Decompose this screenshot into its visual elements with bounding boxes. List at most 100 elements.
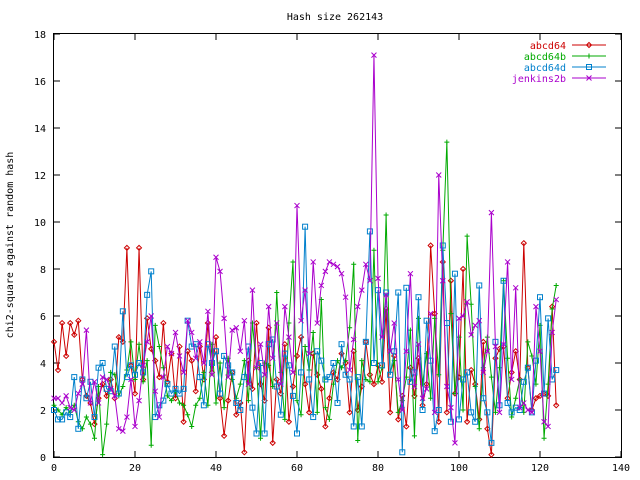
- data-point-abcd64b: [104, 421, 110, 427]
- data-point-jenkins2b: [443, 383, 450, 390]
- data-point-abcd64d: [314, 348, 321, 355]
- data-point-abcd64d: [464, 369, 471, 376]
- data-point-abcd64: [156, 373, 163, 381]
- data-point-jenkins2b: [371, 52, 377, 59]
- data-point-jenkins2b: [200, 360, 207, 366]
- data-point-jenkins2b: [132, 423, 138, 430]
- data-point-abcd64: [318, 385, 325, 393]
- data-point-abcd64d: [520, 378, 527, 385]
- data-point-abcd64: [103, 392, 110, 400]
- data-point-jenkins2b: [395, 376, 402, 383]
- legend-marker: [586, 53, 592, 59]
- data-point-abcd64b: [314, 409, 320, 415]
- data-point-abcd64: [322, 423, 329, 430]
- data-point-abcd64d: [95, 364, 102, 371]
- data-point-abcd64b: [112, 372, 118, 378]
- data-point-jenkins2b: [176, 353, 183, 359]
- data-point-abcd64d: [306, 376, 313, 383]
- data-point-abcd64b: [464, 233, 470, 239]
- data-point-jenkins2b: [500, 341, 507, 348]
- data-point-abcd64: [370, 380, 378, 388]
- data-point-jenkins2b: [205, 308, 211, 315]
- data-point-jenkins2b: [375, 275, 381, 282]
- data-point-abcd64d: [111, 343, 118, 350]
- data-point-abcd64b: [132, 376, 138, 382]
- data-point-abcd64: [520, 239, 528, 247]
- data-point-abcd64d: [233, 399, 240, 406]
- data-point-jenkins2b: [91, 378, 98, 385]
- y-tick-label: 8: [40, 265, 46, 276]
- data-point-abcd64d: [253, 430, 260, 437]
- data-point-abcd64b: [177, 400, 183, 406]
- data-point-jenkins2b: [67, 404, 74, 411]
- data-point-jenkins2b: [160, 374, 167, 380]
- data-point-abcd64d: [298, 369, 305, 376]
- data-point-jenkins2b: [217, 268, 223, 275]
- x-tick-label: 120: [531, 463, 549, 474]
- y-tick-label: 4: [40, 359, 46, 370]
- data-point-abcd64d: [346, 376, 353, 383]
- data-point-abcd64d: [545, 315, 552, 322]
- data-point-abcd64d: [456, 416, 462, 423]
- data-point-abcd64b: [120, 384, 126, 389]
- data-point-abcd64: [447, 277, 455, 284]
- data-point-abcd64b: [92, 435, 97, 441]
- data-point-jenkins2b: [529, 409, 535, 416]
- data-point-jenkins2b: [290, 369, 296, 376]
- data-point-abcd64d: [71, 374, 78, 381]
- data-point-jenkins2b: [63, 393, 70, 399]
- data-point-abcd64b: [213, 400, 219, 406]
- data-point-jenkins2b: [79, 381, 86, 388]
- data-point-jenkins2b: [257, 341, 264, 348]
- legend-marker: [585, 41, 593, 49]
- data-point-abcd64d: [302, 223, 309, 230]
- data-point-jenkins2b: [306, 350, 313, 357]
- data-point-abcd64b: [156, 344, 162, 350]
- data-point-abcd64: [297, 333, 305, 341]
- data-point-abcd64b: [278, 369, 284, 375]
- data-point-abcd64b: [472, 384, 478, 389]
- data-point-abcd64: [326, 395, 333, 402]
- data-point-jenkins2b: [549, 329, 556, 336]
- data-point-abcd64d: [273, 383, 280, 390]
- data-point-abcd64: [346, 409, 353, 416]
- data-point-jenkins2b: [553, 296, 560, 303]
- data-point-abcd64d: [330, 360, 337, 366]
- data-point-abcd64d: [217, 390, 224, 397]
- data-point-jenkins2b: [192, 355, 199, 362]
- data-point-abcd64b: [245, 398, 251, 404]
- data-point-jenkins2b: [496, 409, 503, 416]
- data-point-jenkins2b: [281, 303, 288, 310]
- data-point-abcd64d: [419, 407, 426, 413]
- axis-ticks: 0 20 40 60 80 100 120 140 0 2 4 6 8 10 12 14 16 18: [34, 30, 630, 474]
- data-point-abcd64b: [181, 402, 187, 408]
- data-point-jenkins2b: [245, 381, 252, 388]
- data-point-abcd64b: [100, 452, 106, 458]
- data-point-abcd64b: [444, 139, 450, 145]
- data-point-abcd64: [532, 395, 540, 402]
- data-point-jenkins2b: [229, 327, 236, 333]
- data-point-abcd64: [62, 352, 70, 360]
- data-point-abcd64d: [249, 404, 256, 411]
- data-point-abcd64b: [460, 407, 466, 413]
- data-point-abcd64d: [87, 378, 94, 385]
- data-point-jenkins2b: [286, 334, 292, 341]
- data-point-jenkins2b: [464, 299, 470, 305]
- data-point-jenkins2b: [354, 303, 361, 310]
- data-point-abcd64d: [399, 449, 406, 456]
- data-point-abcd64d: [123, 374, 130, 381]
- data-point-abcd64d: [500, 277, 507, 284]
- data-point-abcd64: [552, 402, 560, 409]
- data-point-abcd64d: [75, 425, 82, 432]
- data-point-abcd64b: [367, 379, 373, 385]
- data-point-jenkins2b: [524, 407, 531, 413]
- data-point-abcd64b: [488, 374, 494, 380]
- data-point-abcd64: [427, 242, 434, 249]
- data-point-jenkins2b: [233, 324, 240, 331]
- data-point-abcd64d: [99, 360, 106, 366]
- data-point-abcd64b: [513, 395, 519, 401]
- data-point-jenkins2b: [172, 329, 179, 336]
- data-point-abcd64: [58, 319, 66, 327]
- data-point-abcd64: [216, 395, 224, 402]
